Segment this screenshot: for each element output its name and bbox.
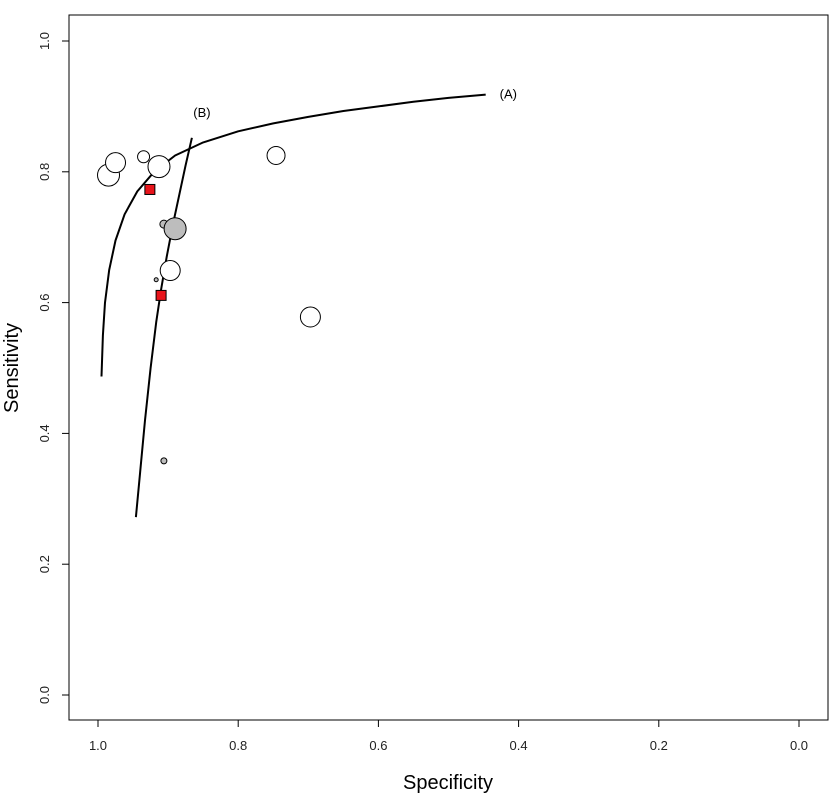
study-point-open — [147, 155, 171, 179]
y-tick-label: 0.2 — [37, 555, 52, 573]
curve-label-b: (B) — [193, 105, 210, 120]
study-point-open — [159, 260, 181, 282]
x-tick-label: 0.4 — [510, 738, 528, 753]
curve-b — [134, 137, 193, 518]
study-point-open — [299, 306, 321, 328]
study-point-open — [137, 150, 151, 164]
study-point-open — [105, 152, 127, 174]
summary-point-square — [144, 183, 156, 195]
study-point-filled — [163, 217, 187, 241]
study-point-filled — [153, 277, 159, 283]
y-tick-label: 0.4 — [37, 424, 52, 442]
y-tick-label: 1.0 — [37, 32, 52, 50]
x-tick-label: 0.2 — [650, 738, 668, 753]
y-tick-label: 0.0 — [37, 686, 52, 704]
study-points — [97, 145, 321, 465]
y-axis: 0.0 0.2 0.4 0.6 0.8 1.0 — [37, 32, 70, 704]
y-axis-title: Sensitivity — [1, 323, 23, 413]
x-tick-label: 0.8 — [229, 738, 247, 753]
y-tick-label: 0.6 — [37, 294, 52, 312]
summary-curves: (A) (B) — [100, 87, 517, 518]
x-tick-label: 0.6 — [369, 738, 387, 753]
x-axis-title: Specificity — [403, 772, 493, 794]
plot-frame — [68, 14, 829, 721]
x-tick-label: 0.0 — [790, 738, 808, 753]
study-point-filled — [160, 457, 168, 465]
study-point-open — [266, 145, 286, 165]
y-tick-label: 0.8 — [37, 163, 52, 181]
curve-label-a: (A) — [500, 87, 517, 102]
summary-point-square — [155, 289, 167, 301]
x-tick-label: 1.0 — [89, 738, 107, 753]
